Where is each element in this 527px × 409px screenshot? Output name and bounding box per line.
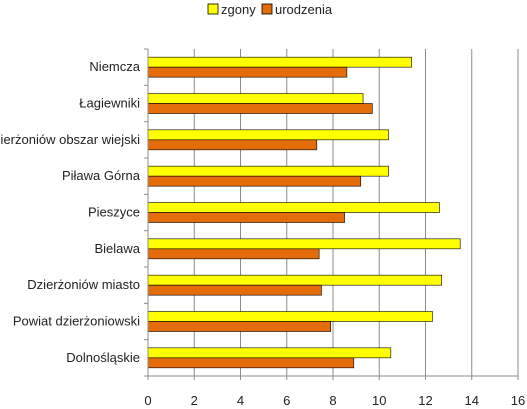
bar-zgony — [147, 93, 364, 104]
legend-swatch-urodzenia — [261, 3, 273, 15]
labels: 0 2 4 6 8 10 12 14 16 Niemcza Łagiewniki Dzierżonió… — [0, 59, 525, 408]
x-tick-label: 2 — [191, 393, 198, 408]
x-tick-label: 6 — [283, 393, 290, 408]
bar-zgony — [147, 274, 442, 286]
bar-urodzenia — [147, 248, 320, 260]
legend-label-zgony: zgony — [221, 2, 256, 17]
bar-zgony — [147, 347, 392, 359]
bar-urodzenia — [147, 357, 355, 369]
bar-zgony — [147, 165, 389, 177]
bar-urodzenia — [147, 103, 373, 114]
bar-urodzenia — [147, 66, 348, 78]
bar-urodzenia — [147, 212, 345, 223]
category-label: Dolnośląskie — [66, 350, 140, 365]
x-tick-label: 8 — [329, 393, 336, 408]
category-label: Dzierżoniów miasto — [27, 277, 140, 292]
bar-urodzenia — [147, 321, 331, 332]
category-label: Piława Górna — [62, 168, 141, 183]
axes — [144, 48, 519, 380]
category-label: Bielawa — [94, 241, 140, 256]
bar-zgony — [147, 202, 440, 213]
bar-zgony — [147, 311, 433, 322]
legend-swatch-zgony — [207, 3, 219, 15]
category-label: Pieszyce — [88, 205, 140, 220]
legend: zgony urodzenia — [207, 2, 333, 17]
x-tick-label: 4 — [237, 393, 244, 408]
category-label: Łagiewniki — [79, 96, 140, 111]
bar-zgony — [147, 56, 412, 68]
category-label: Niemcza — [89, 59, 140, 74]
x-tick-label: 10 — [372, 393, 386, 408]
category-label: Powiat dzierżoniowski — [13, 314, 140, 329]
x-tick-label: 14 — [465, 393, 479, 408]
x-tick-label: 12 — [418, 393, 432, 408]
bar-urodzenia — [147, 175, 362, 187]
bar-zgony — [147, 238, 461, 250]
bar-zgony — [147, 129, 389, 141]
bar-urodzenia — [147, 139, 318, 151]
x-tick-label: 16 — [511, 393, 525, 408]
x-tick-label: 0 — [144, 393, 151, 408]
legend-label-urodzenia: urodzenia — [275, 2, 333, 17]
bar-urodzenia — [147, 284, 322, 296]
category-label: Dzierżoniów obszar wiejski — [0, 132, 140, 147]
bars — [147, 56, 461, 369]
